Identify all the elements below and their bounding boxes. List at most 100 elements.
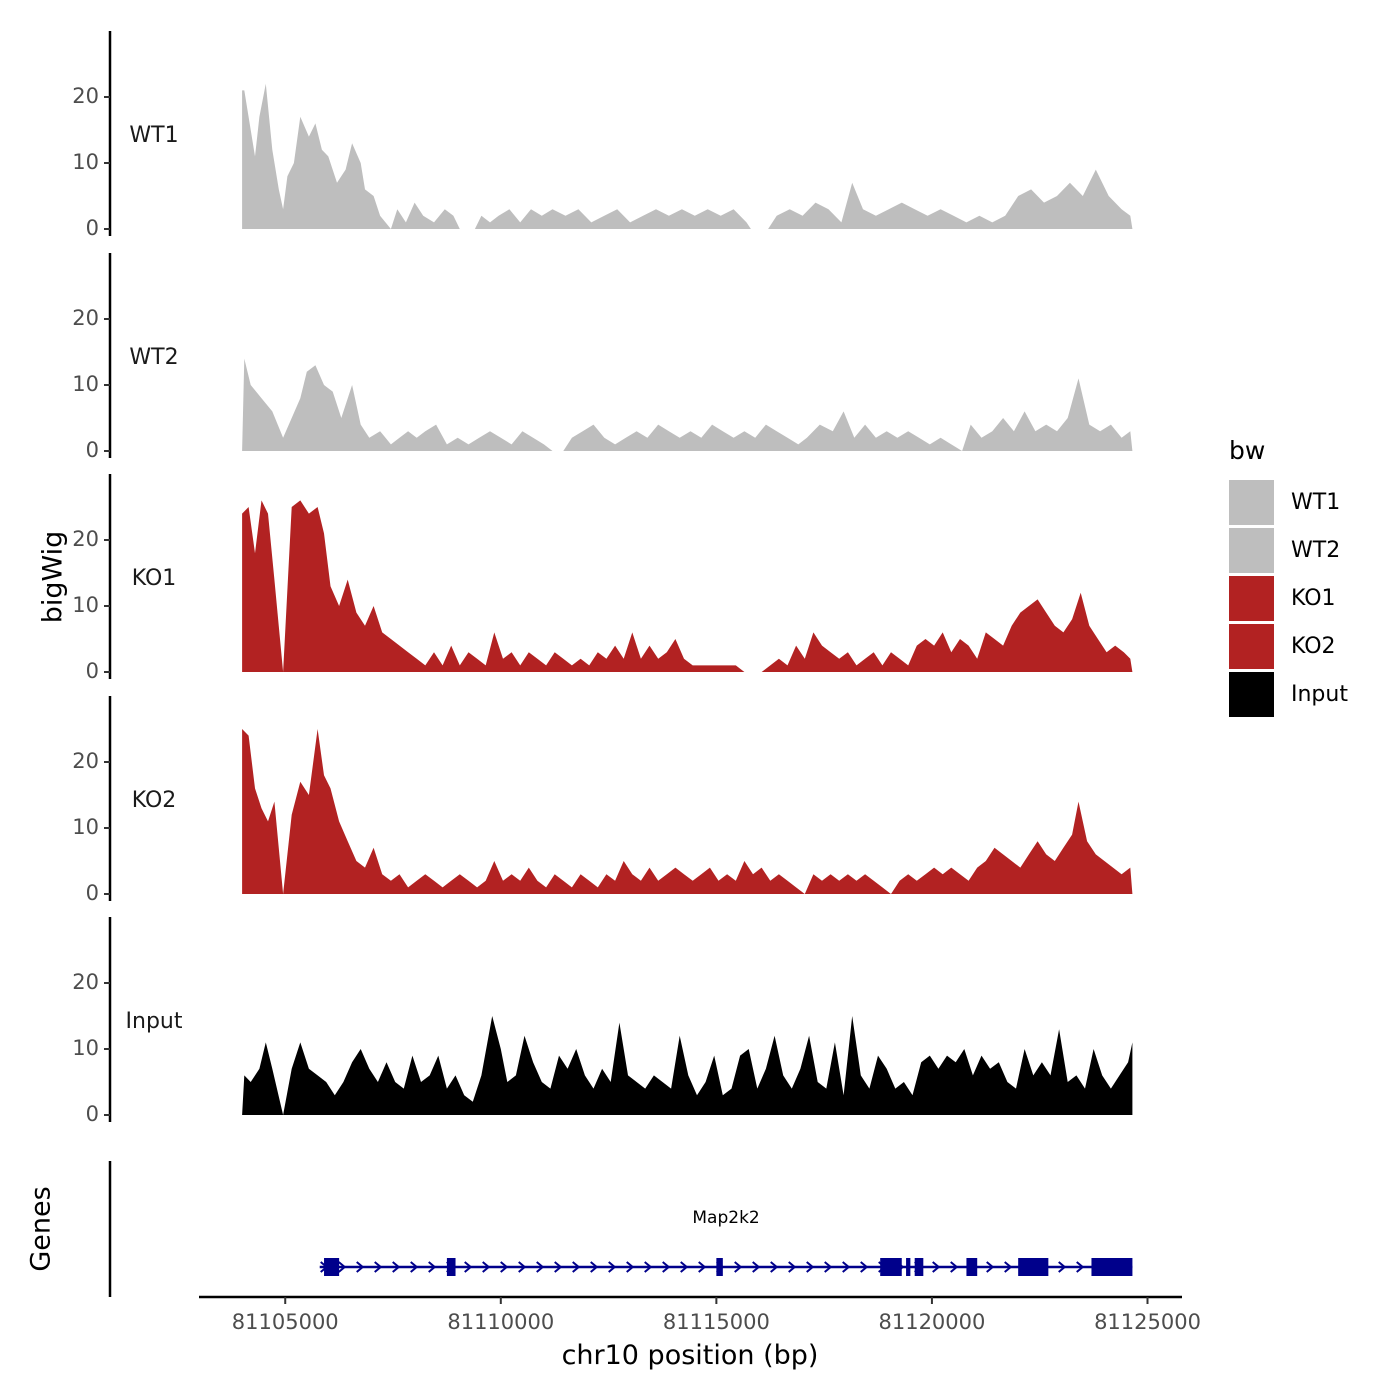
track-ko1: 0 10 20 KO1 [72, 474, 1133, 683]
legend-swatch [1229, 576, 1274, 621]
track-label: Input [126, 1009, 183, 1034]
y-tick-label: 0 [86, 438, 99, 462]
legend-item-wt1: WT1 [1229, 480, 1340, 525]
y-tick-label: 10 [72, 150, 99, 174]
legend-swatch [1229, 480, 1274, 525]
coverage-area-input [242, 1016, 1133, 1115]
strand-arrow-icon [788, 1261, 797, 1273]
x-tick-label: 81115000 [663, 1310, 770, 1334]
legend-item-input: Input [1229, 672, 1348, 717]
strand-arrow-icon [428, 1261, 437, 1273]
x-tick-label: 81105000 [232, 1310, 339, 1334]
strand-arrow-icon [464, 1261, 473, 1273]
strand-arrow-icon [770, 1261, 779, 1273]
strand-arrow-icon [932, 1261, 941, 1273]
gene-exon [324, 1258, 340, 1276]
coverage-area-wt1 [242, 83, 1133, 229]
strand-arrow-icon [500, 1261, 509, 1273]
strand-arrow-icon [536, 1261, 545, 1273]
legend-label: WT2 [1291, 538, 1340, 563]
legend-swatch [1229, 528, 1274, 573]
legend-label: WT1 [1291, 490, 1340, 515]
track-input: 0 10 20 Input [72, 917, 1133, 1126]
gene-exon [446, 1258, 456, 1276]
track-label: WT2 [129, 345, 178, 370]
y-tick-label: 0 [86, 881, 99, 905]
x-tick-label: 81120000 [878, 1310, 985, 1334]
x-tick-label: 81110000 [447, 1310, 554, 1334]
coverage-area-wt2 [242, 358, 1133, 451]
x-tick-label: 81125000 [1094, 1310, 1201, 1334]
strand-arrow-icon [1058, 1261, 1067, 1273]
strand-arrow-icon [860, 1261, 869, 1273]
legend-title: bw [1229, 436, 1265, 465]
strand-arrow-icon [752, 1261, 761, 1273]
strand-arrow-icon [986, 1261, 995, 1273]
legend-label: KO1 [1291, 586, 1336, 611]
strand-arrow-icon [392, 1261, 401, 1273]
y-tick-label: 0 [86, 216, 99, 240]
gene-panel: Map2k2 [108, 1161, 1133, 1297]
strand-arrow-icon [1076, 1261, 1085, 1273]
y-axis-title: bigWig [38, 531, 69, 624]
strand-arrow-icon [734, 1261, 743, 1273]
gene-exon [966, 1258, 978, 1276]
y-tick-label: 20 [72, 306, 99, 330]
gene-name-label: Map2k2 [692, 1208, 759, 1228]
legend: bw WT1 WT2 KO1 KO2 Input [1229, 436, 1348, 717]
strand-arrow-icon [806, 1261, 815, 1273]
track-label: KO1 [132, 566, 177, 591]
y-tick-label: 10 [72, 1036, 99, 1060]
y-tick-label: 0 [86, 1102, 99, 1126]
strand-arrow-icon [680, 1261, 689, 1273]
strand-arrow-icon [482, 1261, 491, 1273]
x-axis: 81105000 81110000 81115000 81120000 81125000 [199, 1295, 1201, 1334]
genes-axis-title: Genes [26, 1186, 57, 1271]
strand-arrow-icon [950, 1261, 959, 1273]
x-axis-title: chr10 position (bp) [562, 1340, 819, 1371]
gene-exon [1091, 1258, 1133, 1276]
gene-exon [914, 1258, 924, 1276]
strand-arrow-icon [644, 1261, 653, 1273]
track-wt2: 0 10 20 WT2 [72, 253, 1133, 462]
legend-swatch [1229, 672, 1274, 717]
y-tick-label: 10 [72, 815, 99, 839]
y-tick-label: 20 [72, 527, 99, 551]
y-tick-label: 20 [72, 749, 99, 773]
coverage-panels: 0 10 20 WT1 0 10 20 WT2 0 10 20 KO1 0 10 20 KO2 0 10 20 Inp… [72, 31, 1133, 1126]
strand-arrow-icon [1004, 1261, 1013, 1273]
gene-exon [716, 1258, 723, 1276]
strand-arrow-icon [590, 1261, 599, 1273]
track-wt1: 0 10 20 WT1 [72, 31, 1133, 240]
legend-label: KO2 [1291, 634, 1336, 659]
strand-arrow-icon [698, 1261, 707, 1273]
strand-arrow-icon [626, 1261, 635, 1273]
legend-item-wt2: WT2 [1229, 528, 1340, 573]
gene-exon [880, 1258, 902, 1276]
strand-arrow-icon [410, 1261, 419, 1273]
legend-item-ko1: KO1 [1229, 576, 1336, 621]
coverage-area-ko1 [242, 500, 1133, 672]
track-label: WT1 [129, 123, 178, 148]
strand-arrow-icon [356, 1261, 365, 1273]
strand-arrow-icon [374, 1261, 383, 1273]
y-tick-label: 20 [72, 970, 99, 994]
y-tick-label: 10 [72, 593, 99, 617]
legend-item-ko2: KO2 [1229, 624, 1336, 669]
strand-arrow-icon [842, 1261, 851, 1273]
track-label: KO2 [132, 788, 177, 813]
strand-arrow-icon [518, 1261, 527, 1273]
y-tick-label: 0 [86, 659, 99, 683]
y-tick-label: 20 [72, 84, 99, 108]
strand-arrow-icon [554, 1261, 563, 1273]
track-ko2: 0 10 20 KO2 [72, 696, 1133, 905]
strand-arrow-icon [338, 1261, 347, 1273]
strand-arrow-icon [824, 1261, 833, 1273]
y-tick-label: 10 [72, 372, 99, 396]
coverage-area-ko2 [242, 729, 1133, 894]
strand-arrow-icon [572, 1261, 581, 1273]
legend-swatch [1229, 624, 1274, 669]
gene-exon [1018, 1258, 1049, 1276]
strand-arrow-icon [662, 1261, 671, 1273]
